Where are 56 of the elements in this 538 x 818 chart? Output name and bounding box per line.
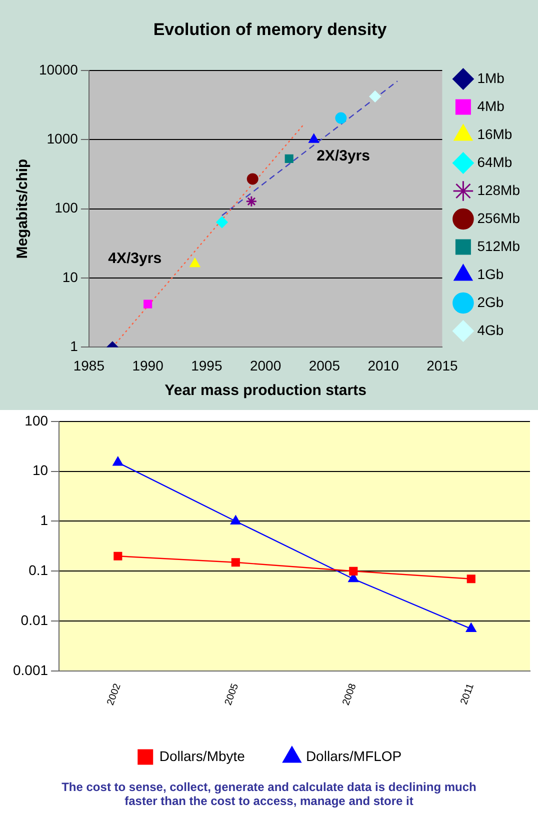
point	[216, 216, 228, 228]
y-tick-label: 1000	[46, 130, 78, 146]
point	[466, 574, 476, 584]
point	[112, 456, 123, 466]
x-axis-title: Year mass production starts	[164, 382, 366, 400]
x-tick-label: 2005	[223, 682, 242, 707]
chart-title: Evolution of memory density	[153, 20, 388, 39]
y-axis-title: Megabits/chip	[14, 158, 32, 259]
point	[466, 623, 476, 632]
legend-label: Dollars/Mbyte	[159, 748, 246, 764]
point	[284, 154, 294, 163]
x-tick-label: 2005	[308, 357, 340, 374]
point	[308, 134, 319, 143]
y-tick-label: 10000	[38, 61, 78, 78]
x-tick-label: 1990	[132, 357, 164, 374]
point	[335, 112, 347, 124]
point	[369, 90, 381, 102]
legend-label: 256Mb	[477, 210, 520, 226]
y-tick-label: 100	[54, 200, 78, 216]
x-tick-label: 2000	[250, 357, 282, 374]
point	[246, 173, 258, 185]
x-tick-label: 1985	[73, 357, 105, 374]
point	[144, 300, 152, 308]
legend-label: 64Mb	[477, 154, 512, 170]
annotation: 2X/3yrs	[316, 147, 370, 164]
text: The cost to sense, collect, generate and calculate data is declining much faster than the cost to access, manage and store it	[60, 780, 478, 808]
point	[246, 196, 258, 208]
legend-label: 1Gb	[477, 266, 504, 282]
legend-label: 16Mb	[477, 126, 512, 142]
y-tick-label: 10	[62, 268, 78, 285]
y-tick-label: 0.001	[12, 662, 48, 678]
y-tick-label: 1	[70, 338, 78, 354]
x-tick-label: 2010	[368, 357, 400, 374]
y-tick-label: 0.01	[20, 612, 48, 628]
legend-label: 4Mb	[477, 98, 505, 114]
x-tick-label: 2015	[426, 357, 458, 374]
annotation: 4X/3yrs	[108, 250, 162, 267]
legend-label: 1Mb	[477, 70, 505, 86]
legend-label: 4Gb	[477, 322, 504, 338]
x-tick-label: 2011	[458, 682, 477, 706]
point	[349, 566, 358, 576]
y-tick-label: 100	[24, 412, 48, 428]
x-tick-label: 2002	[105, 682, 124, 707]
legend-label: Dollars/MFLOP	[306, 748, 402, 764]
y-tick-label: 0.1	[28, 562, 48, 578]
point	[231, 558, 240, 567]
legend-label: 128Mb	[477, 182, 520, 198]
point	[190, 258, 200, 268]
point	[230, 515, 241, 524]
x-tick-label: 1995	[191, 357, 222, 374]
x-tick-label: 2008	[340, 682, 359, 707]
y-tick-label: 10	[32, 462, 48, 478]
point	[114, 552, 122, 560]
y-tick-label: 1	[40, 512, 48, 528]
legend-label: 512Mb	[477, 238, 520, 254]
legend-label: 2Gb	[477, 294, 504, 310]
